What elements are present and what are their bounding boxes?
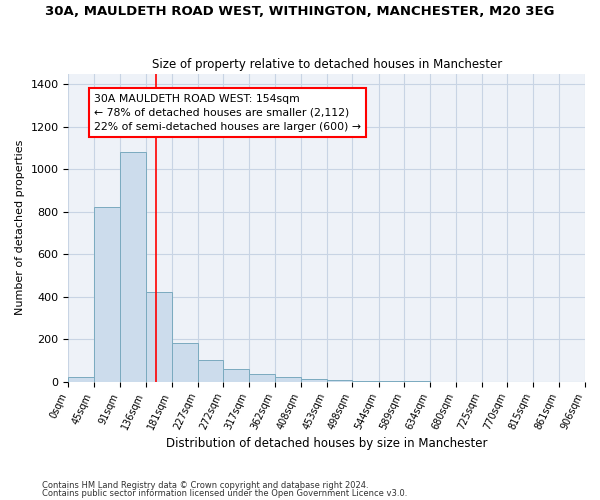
Bar [275,378,301,382]
Text: 30A MAULDETH ROAD WEST: 154sqm
← 78% of detached houses are smaller (2,112)
22% : 30A MAULDETH ROAD WEST: 154sqm ← 78% of … [94,94,361,132]
Bar [120,152,146,382]
X-axis label: Distribution of detached houses by size in Manchester: Distribution of detached houses by size … [166,437,487,450]
Title: Size of property relative to detached houses in Manchester: Size of property relative to detached ho… [152,58,502,71]
Bar [68,378,94,382]
Bar [94,208,120,382]
Text: 30A, MAULDETH ROAD WEST, WITHINGTON, MANCHESTER, M20 3EG: 30A, MAULDETH ROAD WEST, WITHINGTON, MAN… [45,5,555,18]
Bar [301,378,327,382]
Bar [327,380,352,382]
Bar [352,380,379,382]
Bar [249,374,275,382]
Bar [198,360,223,382]
Bar [223,369,249,382]
Text: Contains public sector information licensed under the Open Government Licence v3: Contains public sector information licen… [42,489,407,498]
Text: Contains HM Land Registry data © Crown copyright and database right 2024.: Contains HM Land Registry data © Crown c… [42,480,368,490]
Y-axis label: Number of detached properties: Number of detached properties [15,140,25,316]
Bar [172,344,198,382]
Bar [146,292,172,382]
